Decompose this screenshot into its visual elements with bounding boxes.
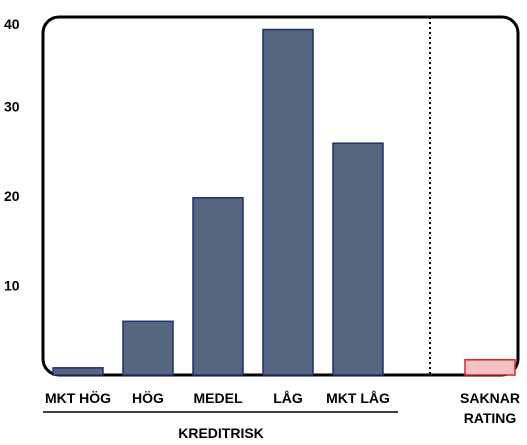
x-tick-label-line: MKT LÅG [326, 390, 390, 406]
category-labels: MKT HÖG HÖG MEDEL LÅG MKT LÅG SAKNAR RATING [45, 390, 520, 426]
x-tick-label: MKT LÅG [326, 390, 390, 406]
y-axis-ticks: 10 20 30 40 [4, 16, 20, 294]
bar [192, 197, 244, 376]
bars [52, 28, 516, 376]
x-tick-label: HÖG [132, 390, 164, 406]
x-tick-label-line: SAKNAR [460, 390, 520, 406]
y-tick-label: 40 [4, 16, 20, 32]
x-tick-label-line: LÅG [273, 390, 303, 406]
group-title: KREDITRISK [178, 425, 264, 441]
x-tick-label: LÅG [273, 390, 303, 406]
x-tick-label: SAKNAR RATING [460, 390, 520, 426]
bar [262, 28, 314, 376]
x-tick-label-line: HÖG [132, 390, 164, 406]
bar [332, 142, 384, 376]
x-tick-label: MEDEL [194, 390, 243, 406]
y-tick-label: 30 [4, 99, 20, 115]
y-tick-label: 10 [4, 278, 20, 294]
x-tick-label-line: RATING [464, 410, 517, 426]
bar [52, 367, 104, 376]
y-tick-label: 20 [4, 188, 20, 204]
bar-unrated [464, 359, 516, 376]
bar [122, 320, 174, 376]
x-tick-label: MKT HÖG [45, 390, 111, 406]
x-tick-label-line: MKT HÖG [45, 390, 111, 406]
x-tick-label-line: MEDEL [194, 390, 243, 406]
